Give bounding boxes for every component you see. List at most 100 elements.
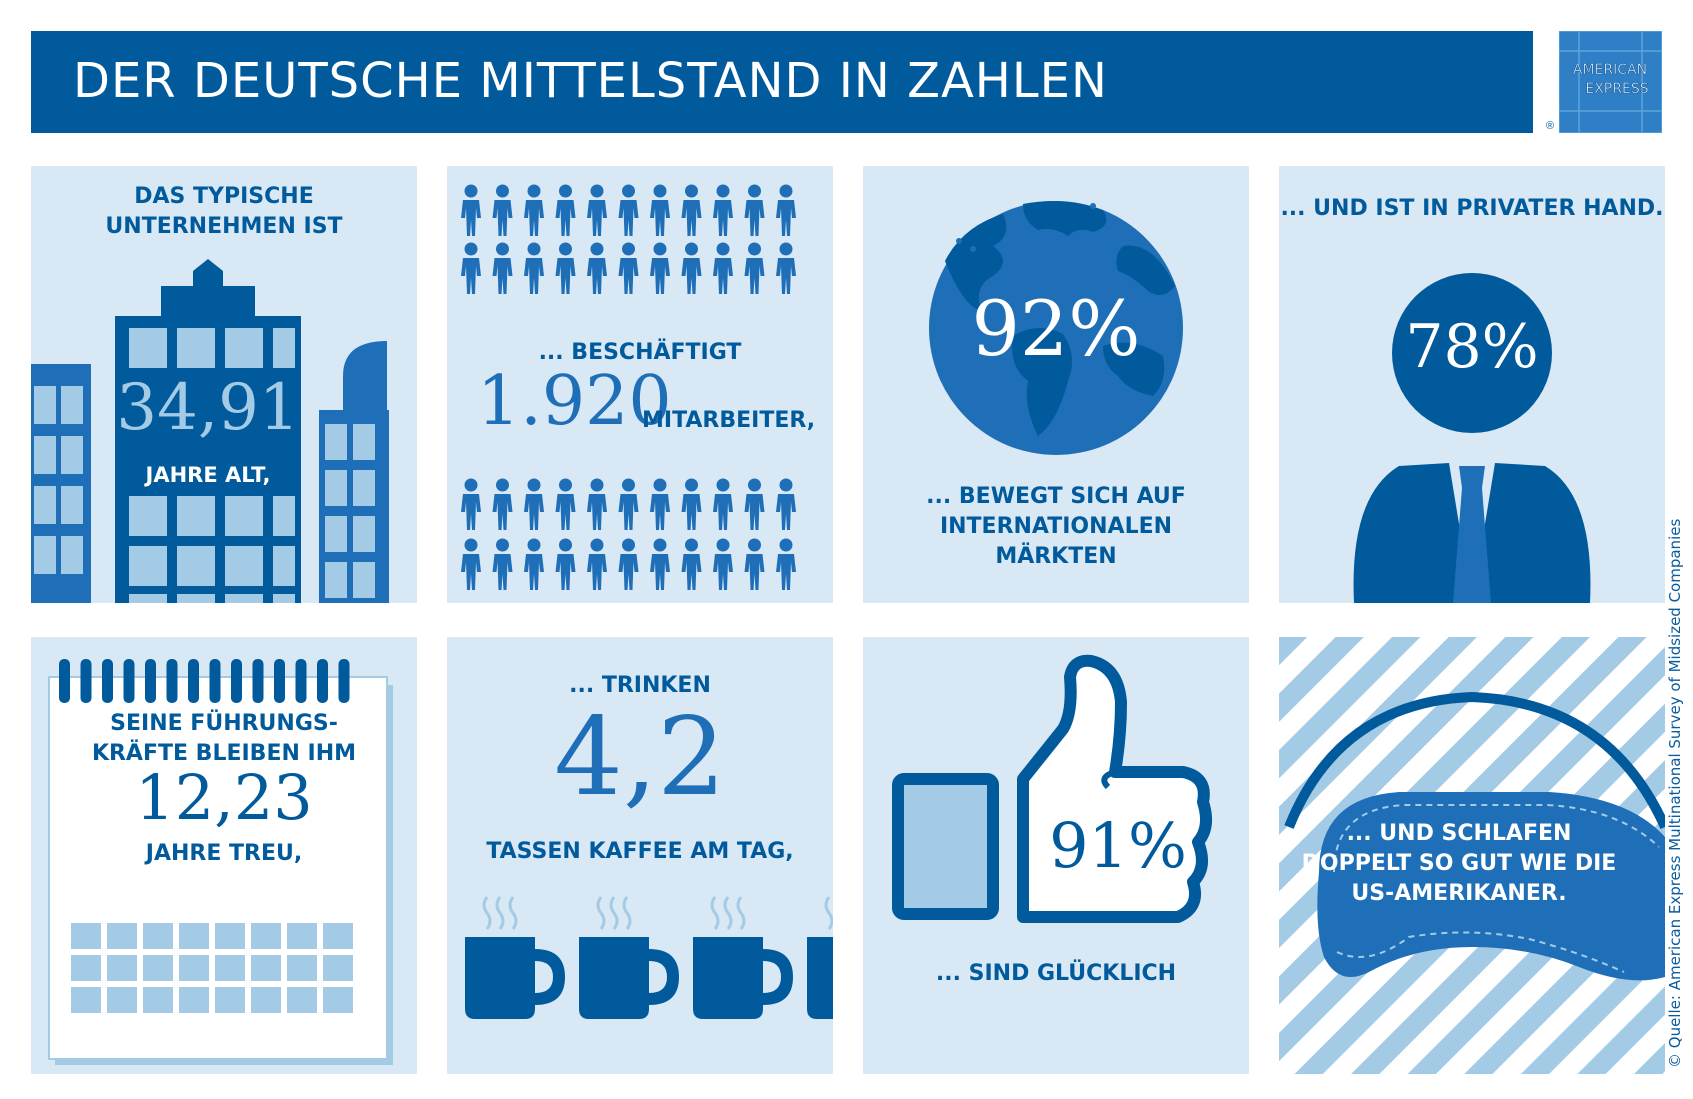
person-icon [744,538,765,590]
calendar-ring [338,659,350,703]
calendar-ring [188,659,199,703]
panel-coffee: ... TRINKEN 4,2 TASSEN KAFFEE AM TAG, [447,637,833,1074]
source-note: © Quelle: American Express Multinational… [1666,518,1684,1068]
calendar-day [71,987,101,1013]
panel-company-age: DAS TYPISCHE UNTERNEHMEN IST 34,91 JAHRE… [31,166,417,603]
person-icon [618,242,639,294]
person-icon [744,242,765,294]
calendar-ring [123,659,135,703]
buildings-icon [31,259,389,603]
calendar-day [251,955,281,981]
person-icon [618,478,639,530]
coffee-value: 4,2 [554,695,726,820]
person-icon [492,184,513,236]
panel-sleep: ... UND SCHLAFEN DOPPELT SO GUT WIE DIE … [1279,637,1665,1074]
globe-icon [929,201,1183,455]
calendar-day [287,987,317,1013]
international-value: 92% [971,284,1141,373]
age-unit: JAHRE ALT, [145,463,271,487]
person-icon [713,538,733,590]
person-icon [461,184,481,236]
person-icon [555,478,576,530]
calendar-day [179,955,209,981]
person-icon [555,242,576,294]
person-icon [618,538,639,590]
thumbs-up-icon [892,654,1213,923]
sleep-caption-line3: US-AMERIKANER. [1351,881,1567,906]
calendar-ring [145,659,156,703]
person-icon [587,478,607,530]
person-icon [587,184,607,236]
calendar-day [215,987,245,1013]
sleep-mask-icon [1279,637,1665,1074]
person-icon [650,242,670,294]
calendar-ring [209,659,221,703]
person-icon [744,184,765,236]
panel-executive-loyalty: SEINE FÜHRUNGS- KRÄFTE BLEIBEN IHM 12,23… [31,637,417,1074]
calendar-day [143,923,173,949]
person-icon [555,184,576,236]
amex-logo-graphic: AMERICAN EXPRESS [1559,31,1662,133]
logo-line1: AMERICAN [1573,62,1647,78]
happy-caption: ... SIND GLÜCKLICH [935,961,1177,986]
person-icon [618,184,639,236]
calendar-day [323,923,353,949]
coffee-unit: TASSEN KAFFEE AM TAG, [486,839,794,864]
person-icon [713,478,733,530]
panel-employees: ... BESCHÄFTIGT 1.920 MITARBEITER, [447,166,833,603]
person-icon [776,478,796,530]
private-value: 78% [1405,312,1539,382]
loyalty-caption-line1: SEINE FÜHRUNGS- [110,711,338,736]
calendar-day [179,987,209,1013]
calendar-ring [252,659,264,703]
person-icon [681,538,702,590]
international-caption-line2: INTERNATIONALEN [939,514,1173,539]
person-icon [524,478,544,530]
loyalty-value: 12,23 [135,761,313,834]
person-icon [713,184,733,236]
person-icon [555,538,576,590]
employees-value: 1.920 [477,362,672,441]
employees-unit: MITARBEITER, [642,408,816,433]
calendar-ring [317,659,328,703]
international-caption-line1: ... BEWEGT SICH AUF [926,484,1186,509]
person-icon [713,242,733,294]
person-icon [681,478,702,530]
sleep-caption-line1: ... UND SCHLAFEN [1346,821,1572,846]
person-icon [587,242,607,294]
calendar-day [215,923,245,949]
calendar-day [143,955,173,981]
calendar-ring [295,659,307,703]
person-icon [524,538,544,590]
person-icon [587,538,607,590]
person-icon [776,538,796,590]
calendar-ring [166,659,178,703]
title-banner: DER DEUTSCHE MITTELSTAND IN ZAHLEN [31,31,1533,133]
calendar-day [71,955,101,981]
calendar-ring [274,659,285,703]
age-value: 34,91 [116,371,300,445]
person-icon [776,184,796,236]
calendar-day [251,923,281,949]
person-icon [681,242,702,294]
coffee-caption: ... TRINKEN [569,673,711,698]
person-icon [492,538,513,590]
employees-caption: ... BESCHÄFTIGT [538,340,742,365]
age-caption-line2: UNTERNEHMEN IST [105,214,343,239]
calendar-day [323,955,353,981]
amex-logo: AMERICAN EXPRESS [1559,31,1662,133]
calendar-day [143,987,173,1013]
happy-value: 91% [1049,809,1187,882]
calendar-day [71,923,101,949]
person-icon [776,242,796,294]
registered-mark: ® [1546,120,1555,132]
age-caption-line1: DAS TYPISCHE [134,184,314,209]
loyalty-caption-line2: KRÄFTE BLEIBEN IHM [91,741,357,766]
calendar-day [287,923,317,949]
calendar-day [287,955,317,981]
person-icon [524,184,544,236]
person-icon [492,478,513,530]
calendar-day [323,987,353,1013]
person-icon [744,478,765,530]
person-icon [681,184,702,236]
